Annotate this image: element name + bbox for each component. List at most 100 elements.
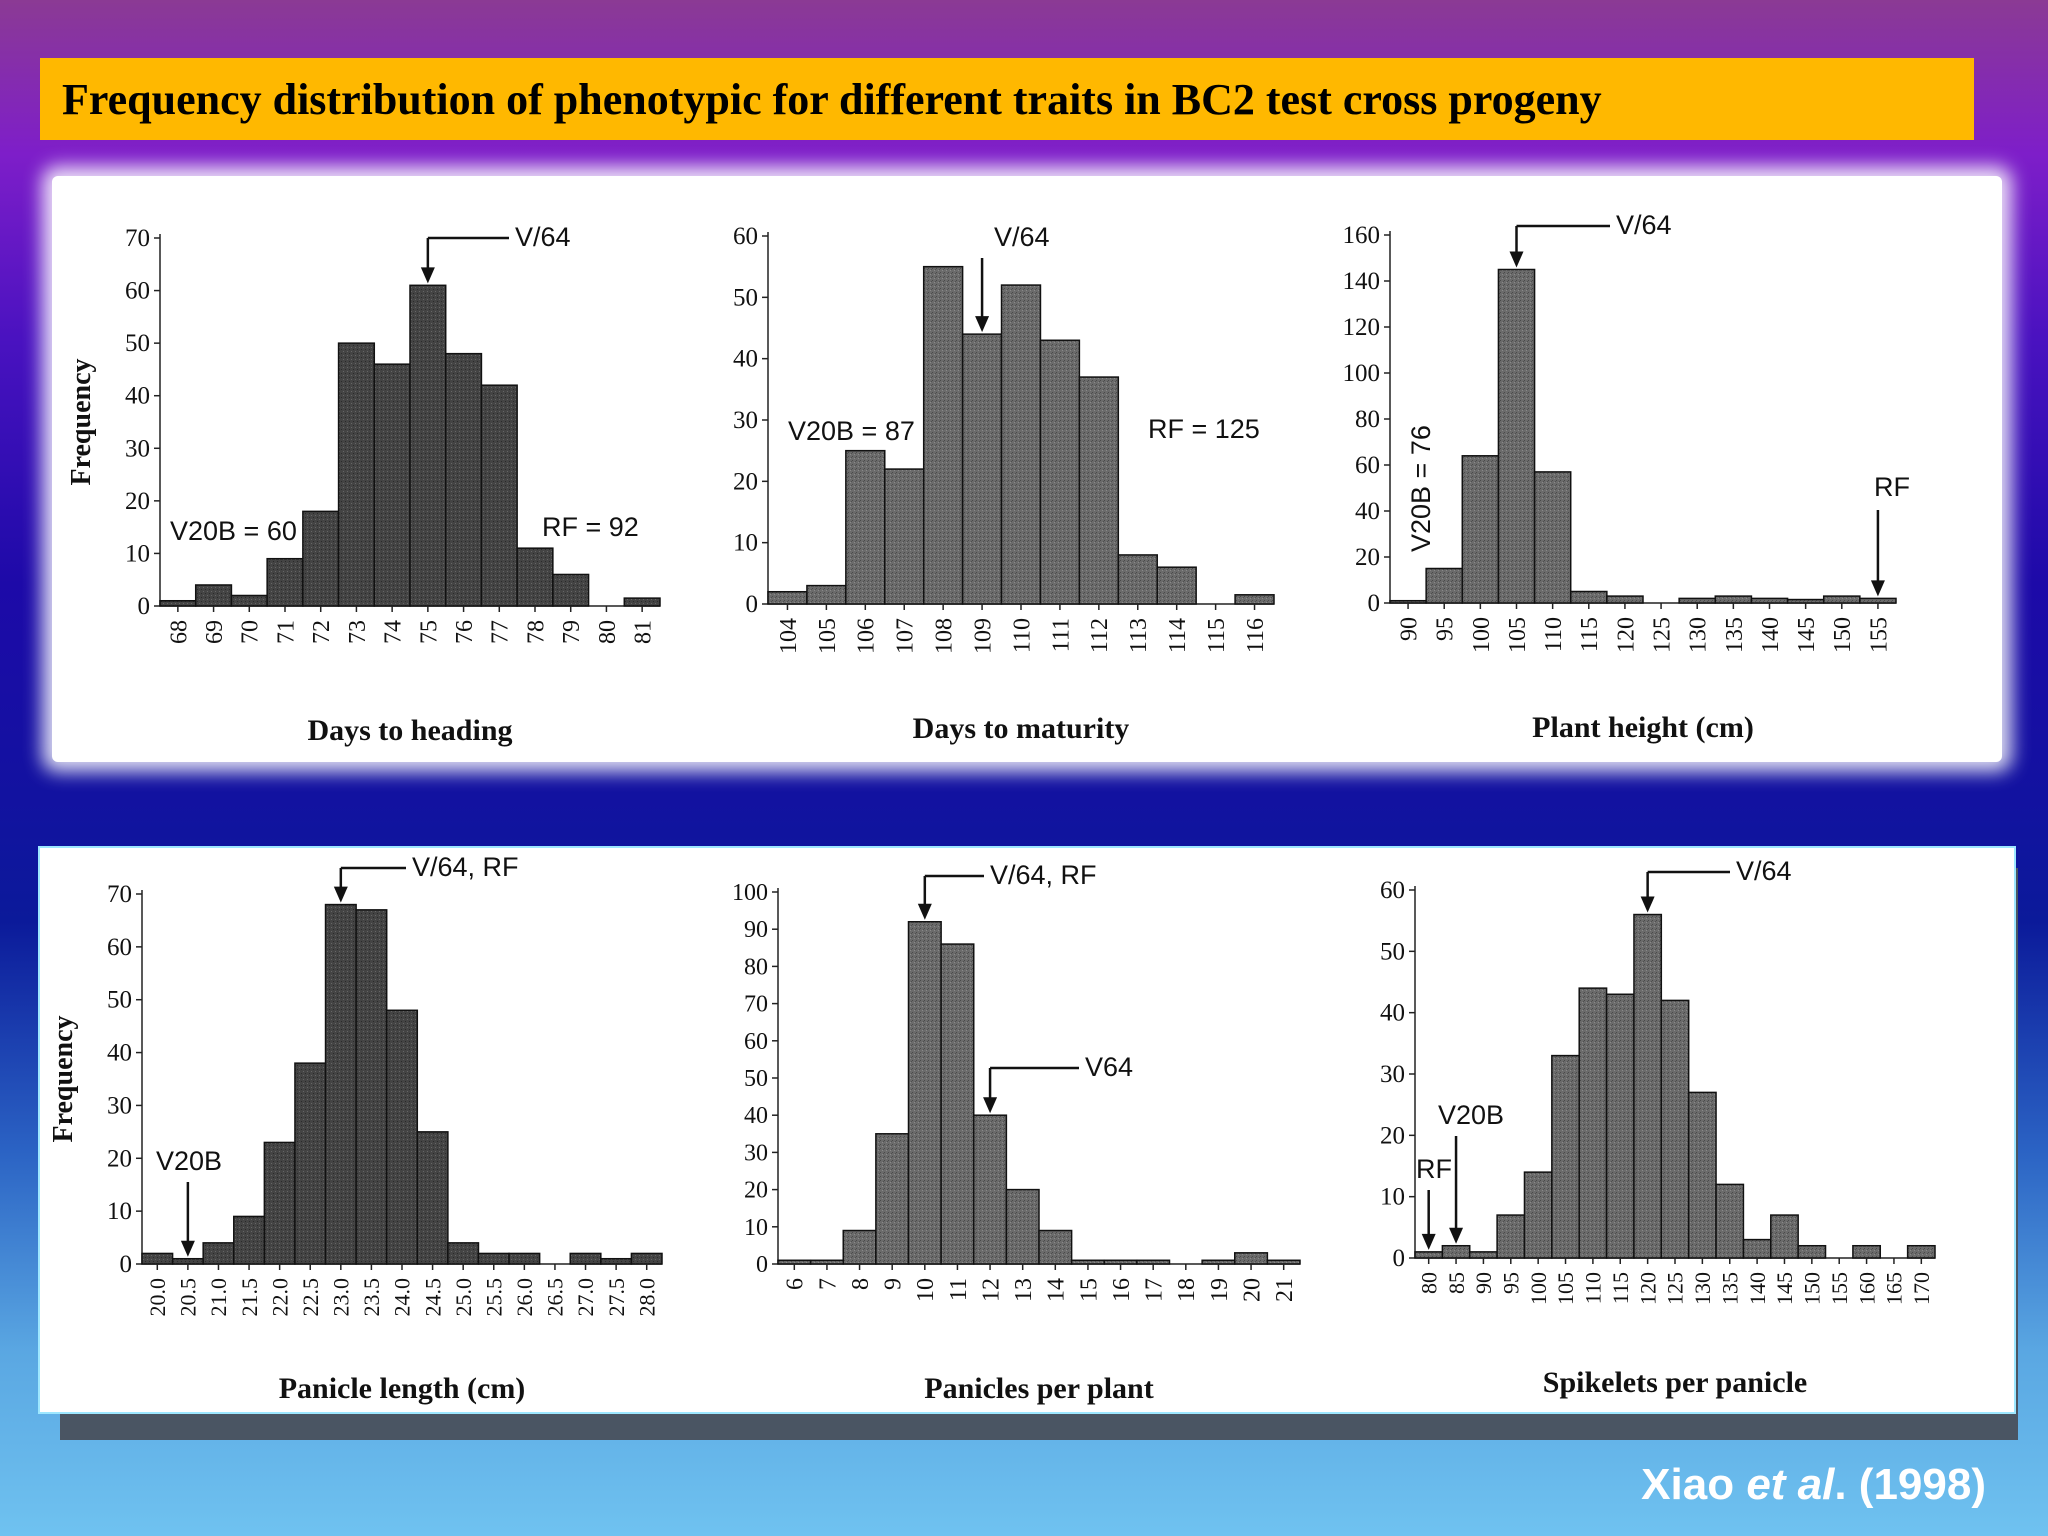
y-tick-label: 70 — [125, 225, 150, 252]
x-tick-label: 140 — [1745, 1272, 1770, 1305]
y-tick-label: 10 — [744, 1215, 768, 1241]
x-tick-label: 140 — [1758, 617, 1784, 653]
x-tick-label: 11 — [946, 1278, 972, 1301]
y-tick-label: 50 — [107, 987, 132, 1014]
x-tick-label: 150 — [1800, 1272, 1825, 1305]
y-tick-label: 60 — [1380, 877, 1405, 904]
histogram-bar — [294, 1062, 327, 1265]
histogram-bar — [1078, 376, 1120, 605]
x-tick-label: 170 — [1909, 1272, 1934, 1305]
x-tick-label: 9 — [881, 1278, 907, 1290]
x-tick-label: 115 — [1577, 617, 1603, 652]
histogram-bar — [1569, 590, 1608, 604]
y-tick-label: 20 — [125, 488, 150, 515]
x-axis-label: Plant height (cm) — [1532, 711, 1754, 744]
x-tick-label: 74 — [381, 620, 407, 644]
x-tick-label: 20.0 — [145, 1278, 170, 1317]
x-tick-label: 80 — [595, 620, 621, 644]
y-tick-label: 0 — [1393, 1245, 1406, 1272]
histogram-bar — [842, 1229, 877, 1265]
x-tick-label: 72 — [309, 620, 335, 644]
annotation-label: V/64, RF — [990, 860, 1097, 890]
x-tick-label: 105 — [815, 618, 841, 654]
citation-year: . (1998) — [1834, 1460, 1986, 1509]
x-tick-label: 135 — [1722, 617, 1748, 653]
annotation-arrowhead — [983, 1097, 998, 1114]
histogram-bar — [884, 468, 925, 605]
y-tick-label: 40 — [1380, 1000, 1405, 1027]
histogram-bar — [1497, 268, 1536, 604]
histogram-bar — [373, 363, 411, 607]
annotation-label: V/64 — [1616, 210, 1672, 240]
x-tick-label: 120 — [1635, 1272, 1660, 1305]
x-tick-label: 27.5 — [604, 1278, 629, 1317]
y-tick-label: 80 — [744, 954, 768, 980]
x-tick-label: 114 — [1165, 618, 1191, 653]
x-tick-label: 135 — [1717, 1272, 1742, 1305]
x-tick-label: 111 — [1048, 618, 1074, 652]
x-tick-label: 116 — [1243, 618, 1269, 653]
x-tick-label: 22.5 — [298, 1278, 323, 1317]
annotation-label: V/64 — [515, 222, 571, 252]
x-tick-label: 90 — [1396, 617, 1422, 641]
histogram-bar — [1038, 1229, 1073, 1265]
x-tick-label: 24.5 — [420, 1278, 445, 1317]
y-tick-label: 60 — [733, 223, 758, 250]
x-axis-label: Panicle length (cm) — [279, 1372, 526, 1405]
x-tick-label: 80 — [1416, 1272, 1441, 1294]
x-tick-label: 17 — [1142, 1278, 1168, 1302]
histogram-bar — [1822, 595, 1861, 604]
x-tick-label: 110 — [1009, 618, 1035, 653]
y-tick-label: 10 — [107, 1198, 132, 1225]
annotation-arrowhead — [180, 1240, 195, 1257]
histogram-bar — [973, 1114, 1008, 1265]
y-tick-label: 140 — [1343, 268, 1381, 295]
x-tick-label: 78 — [523, 620, 549, 644]
y-tick-label: 20 — [744, 1178, 768, 1204]
histogram-bar — [1266, 1259, 1301, 1265]
x-tick-label: 112 — [1087, 618, 1113, 653]
y-axis-label: Frequency — [66, 358, 97, 485]
x-tick-label: 79 — [559, 620, 585, 644]
y-tick-label: 0 — [756, 1252, 768, 1278]
x-tick-label: 160 — [1854, 1272, 1879, 1305]
annotation-arrowhead — [917, 903, 932, 920]
histogram-bar — [1234, 594, 1275, 605]
histogram-bar — [1389, 599, 1427, 604]
y-tick-label: 70 — [744, 992, 768, 1018]
histogram-bar — [516, 547, 554, 607]
histogram-bar — [1714, 595, 1753, 604]
x-tick-label: 109 — [970, 618, 996, 654]
histogram-bar — [1201, 1259, 1236, 1265]
y-tick-label: 0 — [746, 591, 759, 618]
x-tick-label: 70 — [238, 620, 264, 644]
y-tick-label: 50 — [125, 330, 150, 357]
histogram-bar — [922, 265, 964, 605]
histogram-bar — [171, 1257, 204, 1265]
y-tick-label: 160 — [1343, 222, 1381, 249]
x-tick-label: 23.5 — [359, 1278, 384, 1317]
histogram-bar — [777, 1259, 812, 1265]
y-tick-label: 40 — [733, 346, 758, 373]
histogram-bar — [1633, 913, 1663, 1259]
y-tick-label: 100 — [732, 880, 768, 906]
histogram-bar — [1750, 597, 1789, 604]
histogram-bar — [1715, 1183, 1745, 1259]
histogram-bar — [1797, 1244, 1827, 1259]
histogram-bar — [1786, 598, 1825, 604]
annotation-arrowhead — [333, 886, 348, 903]
annotation-label: V20B = 60 — [170, 516, 297, 546]
x-tick-label: 7 — [815, 1278, 841, 1290]
histogram-bar — [444, 352, 483, 607]
annotation-label: RF = 92 — [542, 512, 639, 542]
histogram-bar — [1136, 1259, 1171, 1265]
x-tick-label: 105 — [1553, 1272, 1578, 1305]
histogram-bar — [1523, 1171, 1553, 1259]
annotation-label: V20B — [156, 1146, 222, 1176]
histogram-bar — [1117, 554, 1158, 605]
y-tick-label: 30 — [125, 435, 150, 462]
x-tick-label: 10 — [913, 1278, 939, 1302]
x-tick-label: 69 — [202, 620, 228, 644]
x-axis-label: Panicles per plant — [924, 1372, 1153, 1405]
x-tick-label: 22.0 — [267, 1278, 292, 1317]
